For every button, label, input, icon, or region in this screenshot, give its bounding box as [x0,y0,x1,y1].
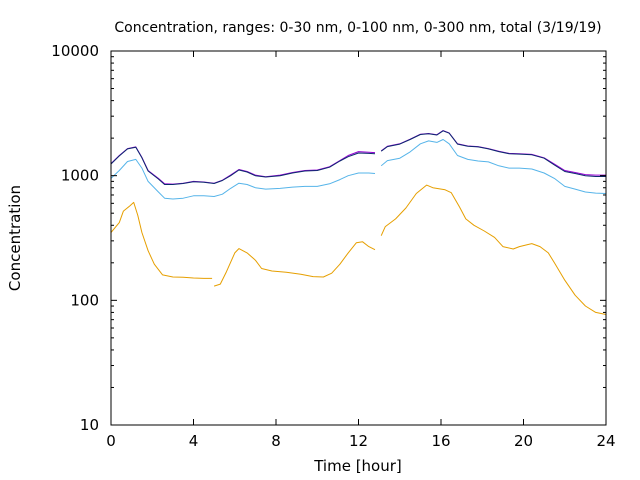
y-tick-label: 100 [70,291,99,309]
x-tick-label: 12 [349,432,368,450]
series-2-line-segment-0 [110,146,376,185]
series-layer [110,130,607,315]
y-tick-label: 10000 [51,42,99,60]
x-tick-label: 8 [271,432,281,450]
x-tick-label: 24 [596,432,615,450]
plot-frame [110,50,607,426]
series-3-line-segment-1 [380,130,606,177]
ticks-layer: 0 4 8 12 16 20 24 10 100 1000 10000 [51,42,615,450]
x-tick-label: 20 [514,432,533,450]
series-0-line-segment-0 [110,201,213,279]
series-1-line-segment-1 [380,139,607,194]
series-3-line-segment-0 [110,146,376,185]
chart-title: Concentration, ranges: 0-30 nm, 0-100 nm… [114,20,601,36]
series-1-line-segment-0 [110,158,376,200]
series-0-line-segment-1 [213,241,376,287]
x-tick-label: 0 [106,432,116,450]
y-axis-label: Concentration [6,185,24,291]
x-tick-label: 4 [189,432,199,450]
y-tick-label: 10 [80,416,99,434]
x-axis-label: Time [hour] [313,457,402,475]
series-0-line-segment-2 [380,184,607,315]
x-tick-label: 16 [431,432,450,450]
y-tick-label: 1000 [61,167,99,185]
